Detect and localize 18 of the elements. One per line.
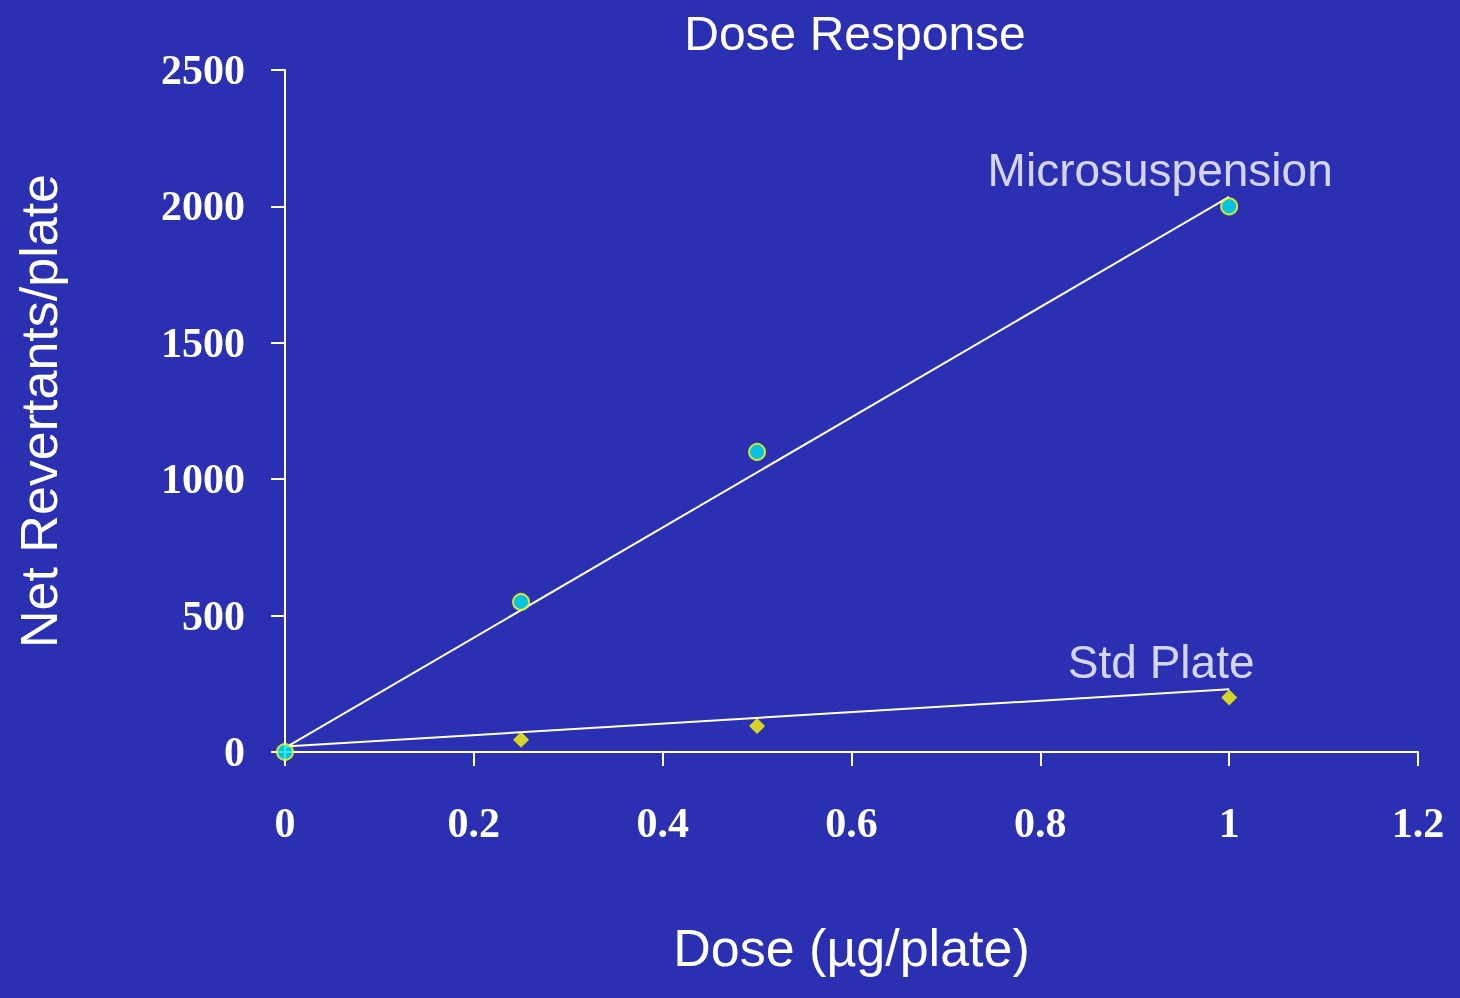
y-axis-title: Net Revertants/plate — [10, 173, 68, 649]
series-label: Std Plate — [1067, 636, 1255, 689]
y-tick-label: 2000 — [161, 183, 245, 230]
x-tick-label: 1.2 — [1391, 800, 1445, 846]
x-tick-label: 0.6 — [825, 800, 878, 846]
x-tick-label: 1 — [1218, 800, 1240, 846]
y-tick-label: 2500 — [161, 47, 245, 93]
y-tick-label: 0 — [224, 729, 245, 775]
x-tick-label: 0.4 — [636, 800, 689, 846]
x-tick-label: 0 — [274, 800, 296, 846]
x-axis-title: Dose (µg/plate) — [673, 919, 1030, 977]
series-label: Microsuspension — [987, 144, 1333, 197]
y-tick-label: 1500 — [161, 319, 245, 366]
chart-title: Dose Response — [684, 6, 1026, 60]
x-tick-label: 0.2 — [447, 800, 501, 846]
y-tick-label: 500 — [182, 592, 245, 639]
x-tick-label: 0.8 — [1014, 800, 1067, 846]
y-tick-label: 1000 — [161, 456, 245, 503]
